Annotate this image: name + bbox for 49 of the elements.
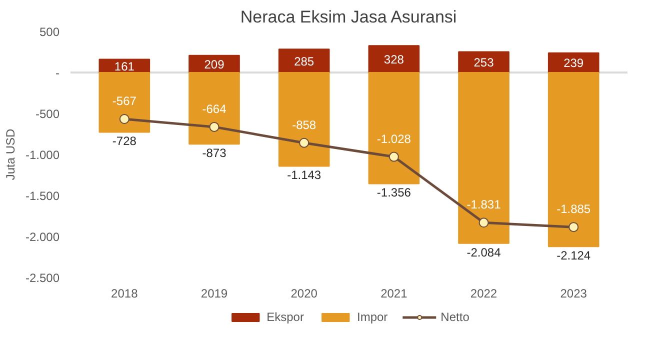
data-label: 253 bbox=[474, 56, 494, 70]
data-label: -858 bbox=[292, 118, 316, 132]
y-axis-title: Juta USD bbox=[3, 128, 18, 180]
data-label: 209 bbox=[204, 57, 225, 72]
data-label: -728 bbox=[112, 134, 137, 148]
point bbox=[299, 138, 310, 148]
y-tick-label: -2.000 bbox=[25, 230, 60, 244]
point bbox=[119, 114, 130, 124]
data-label: -1.028 bbox=[376, 132, 412, 146]
point bbox=[478, 218, 489, 228]
legend-label: Ekspor bbox=[266, 310, 304, 324]
y-tick-label: -2.500 bbox=[25, 271, 60, 285]
data-label: -2.084 bbox=[466, 245, 502, 260]
data-label: -1.831 bbox=[466, 198, 502, 212]
y-tick-label: -500 bbox=[35, 107, 60, 121]
chart-title: Neraca Eksim Jasa Asuransi bbox=[240, 8, 457, 26]
bar bbox=[98, 72, 150, 133]
data-label: 239 bbox=[564, 56, 584, 70]
y-tick-label: -1.000 bbox=[25, 148, 60, 162]
point bbox=[388, 152, 399, 162]
point bbox=[568, 222, 579, 232]
x-tick-label: 2021 bbox=[380, 286, 408, 300]
data-label: 161 bbox=[114, 59, 135, 74]
x-tick-label: 2018 bbox=[111, 286, 138, 300]
data-label: 328 bbox=[384, 52, 404, 67]
x-tick-label: 2020 bbox=[290, 286, 318, 300]
bar bbox=[188, 72, 240, 145]
y-tick-label: - bbox=[56, 66, 60, 80]
data-label: -664 bbox=[202, 102, 227, 116]
data-label: -873 bbox=[202, 146, 227, 160]
x-tick-label: 2019 bbox=[200, 286, 228, 300]
data-label: 285 bbox=[294, 54, 314, 68]
legend-label: Netto bbox=[440, 310, 470, 324]
data-label: -1.356 bbox=[376, 186, 412, 200]
bar bbox=[458, 72, 510, 244]
data-label: -567 bbox=[112, 94, 137, 108]
legend-label: Impor bbox=[356, 310, 388, 324]
data-label: -2.124 bbox=[556, 248, 591, 263]
y-tick-label: 500 bbox=[39, 25, 60, 39]
point bbox=[209, 122, 220, 132]
data-label: -1.143 bbox=[287, 168, 322, 182]
bar bbox=[368, 45, 420, 73]
data-label: -1.885 bbox=[556, 202, 591, 216]
y-tick-label: -1.500 bbox=[25, 189, 60, 203]
bar bbox=[278, 72, 330, 167]
bar bbox=[368, 72, 420, 184]
x-tick-label: 2023 bbox=[560, 286, 588, 300]
bar bbox=[548, 72, 600, 248]
x-tick-label: 2022 bbox=[470, 286, 498, 300]
